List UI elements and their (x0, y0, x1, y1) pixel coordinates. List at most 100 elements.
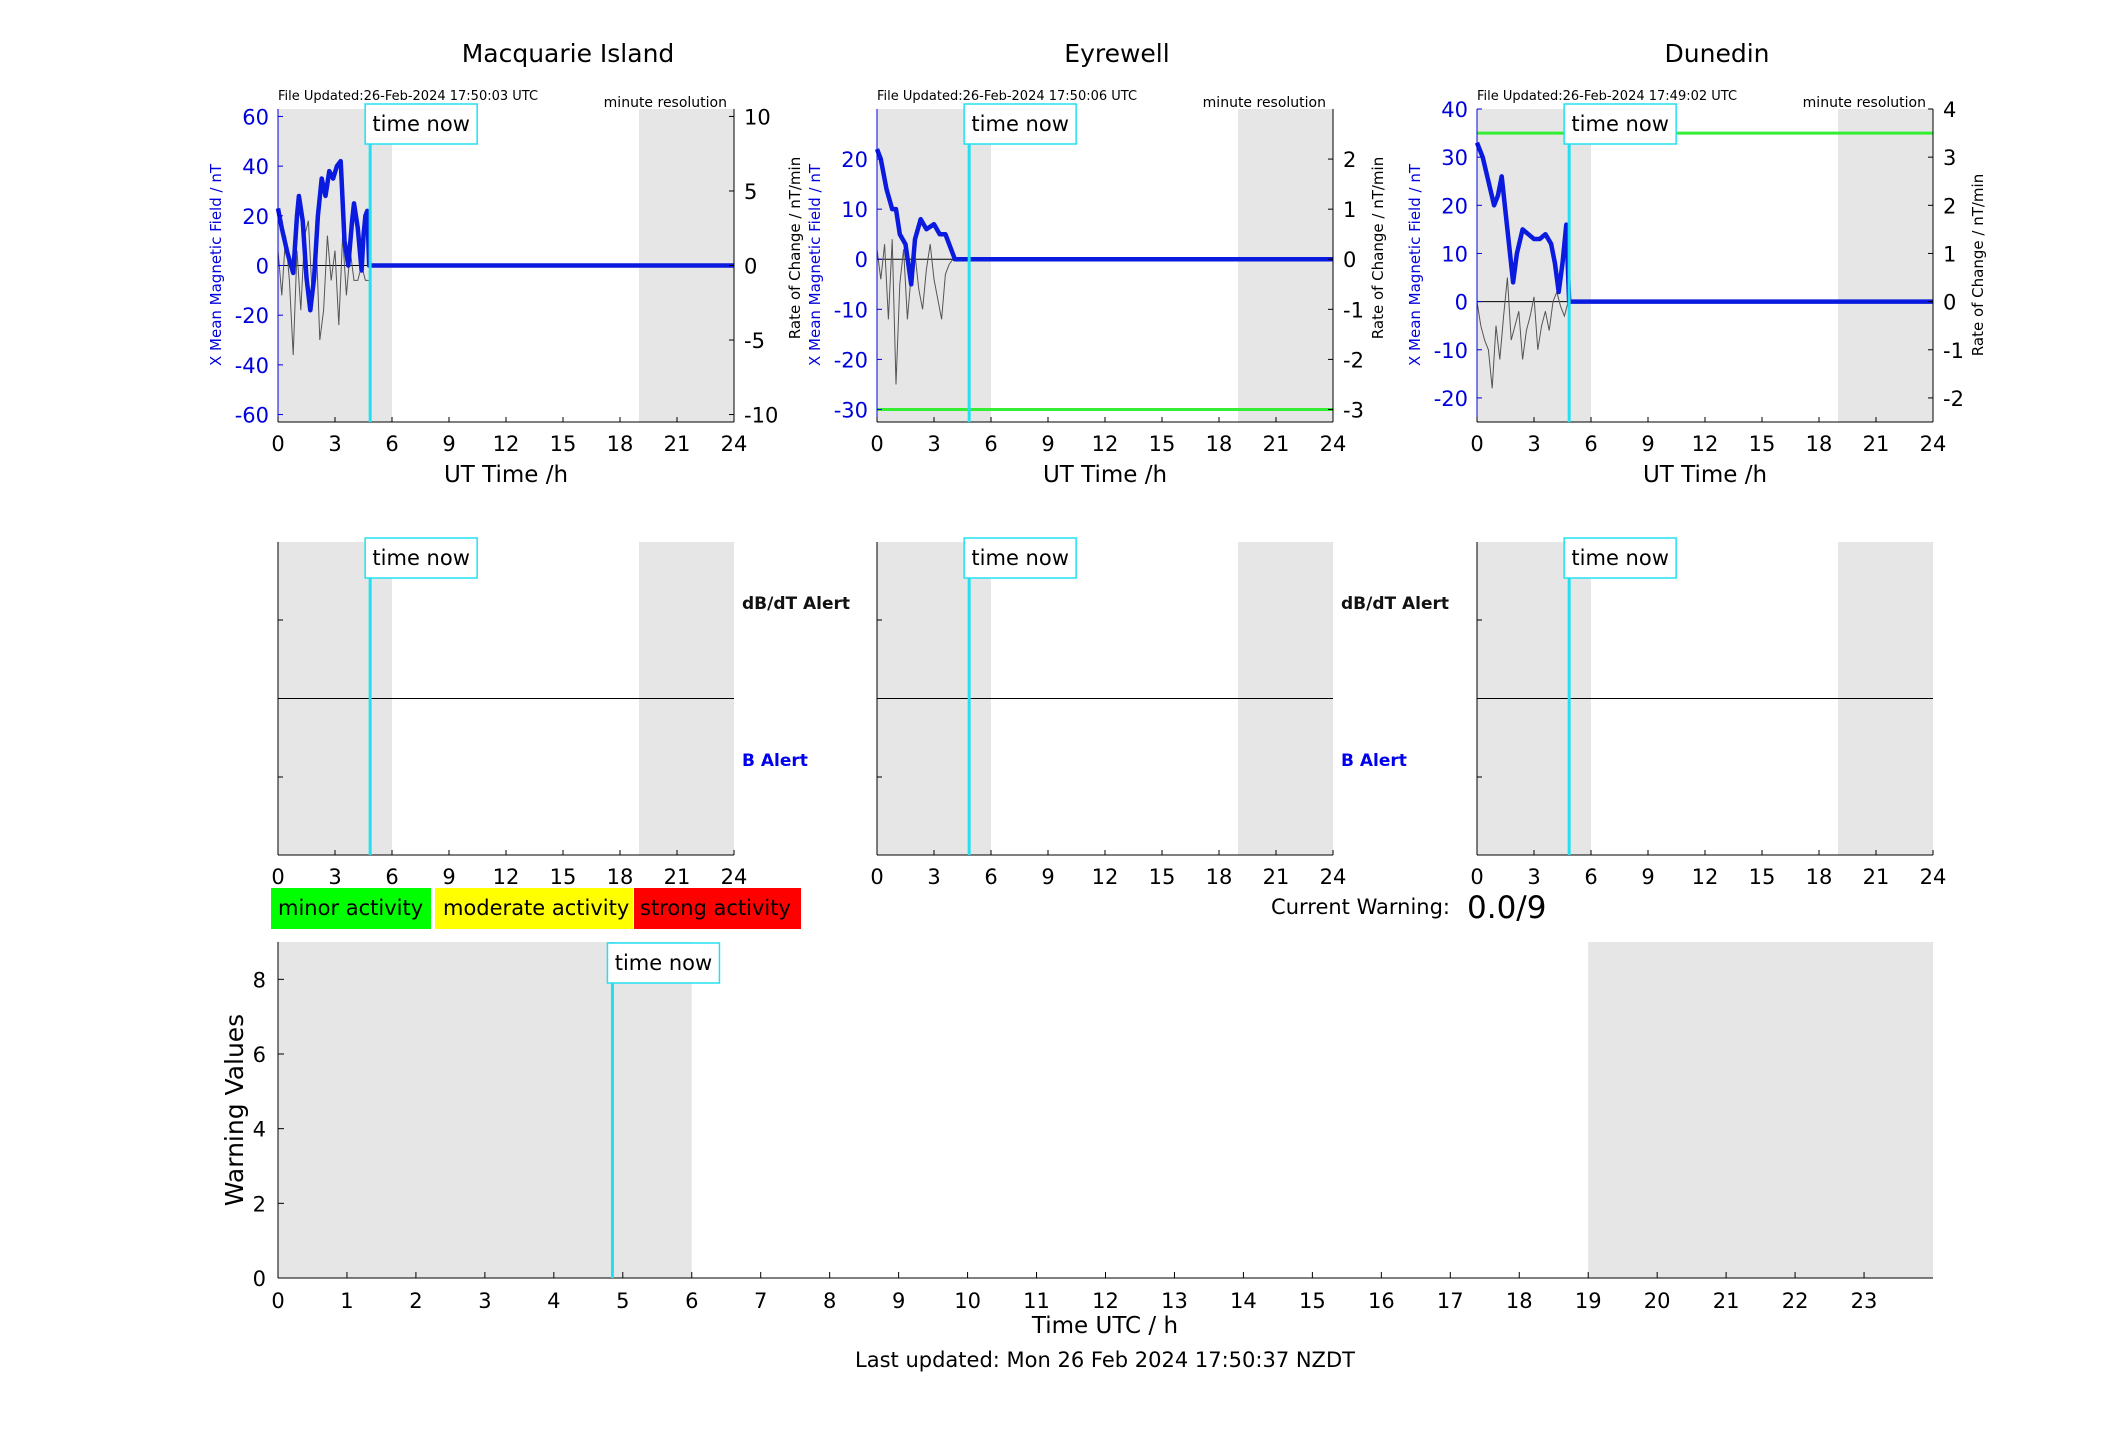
x-axis-label-macquarie: UT Time /h (444, 462, 568, 488)
x-tick-label-mid-eyrewell: 6 (984, 865, 997, 889)
x-tick-label-top-eyrewell: 9 (1041, 432, 1054, 456)
x-tick-label-mid-eyrewell: 0 (870, 865, 883, 889)
x-tick-label-top-eyrewell: 3 (927, 432, 940, 456)
warning-x-tick-label: 12 (1092, 1289, 1119, 1313)
night-shade-top-dunedin-0 (1477, 109, 1591, 422)
y-axis-label-left-macquarie: X Mean Magnetic Field / nT (207, 163, 225, 366)
left-tick-label-dunedin: -20 (1434, 387, 1468, 411)
x-tick-label-mid-eyrewell: 15 (1149, 865, 1176, 889)
warning-y-tick-label: 8 (253, 968, 266, 992)
magnetic-field-line-dunedin (1474, 141, 1933, 304)
x-tick-label-mid-dunedin: 0 (1470, 865, 1483, 889)
left-tick-label-dunedin: 10 (1441, 242, 1468, 266)
right-tick-label-eyrewell: 0 (1343, 248, 1356, 272)
left-tick-label-macquarie: -20 (235, 304, 269, 328)
time-now-mid-dunedin-label: time now (1571, 546, 1668, 570)
night-shade-bottom-0 (278, 942, 692, 1278)
left-tick-label-eyrewell: -30 (834, 398, 868, 422)
left-tick-label-eyrewell: 10 (841, 198, 868, 222)
x-tick-label-top-macquarie: 18 (607, 432, 634, 456)
x-tick-label-mid-eyrewell: 3 (927, 865, 940, 889)
time-now-top-eyrewell-box (963, 103, 1077, 145)
current-warning-label: Current Warning: (1271, 895, 1450, 919)
x-tick-label-mid-macquarie: 12 (493, 865, 520, 889)
x-tick-label-mid-dunedin: 12 (1692, 865, 1719, 889)
x-tick-label-mid-macquarie: 21 (664, 865, 691, 889)
left-tick-label-macquarie: 40 (242, 155, 269, 179)
time-now-top-eyrewell-label: time now (971, 112, 1068, 136)
x-tick-label-mid-eyrewell: 24 (1320, 865, 1347, 889)
x-tick-label-mid-dunedin: 9 (1641, 865, 1654, 889)
left-tick-label-macquarie: 20 (242, 205, 269, 229)
warning-y-tick-label: 2 (253, 1192, 266, 1216)
x-tick-label-mid-macquarie: 15 (550, 865, 577, 889)
night-shade-bottom-1 (1588, 942, 1933, 1278)
time-now-mid-macquarie-box (364, 537, 478, 579)
time-now-mid-eyrewell-box (963, 537, 1077, 579)
left-tick-label-macquarie: -60 (235, 404, 269, 428)
x-tick-label-top-macquarie: 3 (328, 432, 341, 456)
left-tick-label-dunedin: 40 (1441, 98, 1468, 122)
x-tick-label-top-dunedin: 0 (1470, 432, 1483, 456)
warning-x-tick-label: 17 (1437, 1289, 1464, 1313)
x-tick-label-mid-macquarie: 18 (607, 865, 634, 889)
time-now-bottom-label: time now (615, 951, 712, 975)
bottom-y-axis-label: Warning Values (220, 1014, 249, 1206)
x-tick-label-mid-macquarie: 9 (442, 865, 455, 889)
left-tick-label-eyrewell: -10 (834, 298, 868, 322)
right-tick-label-dunedin: -2 (1943, 387, 1964, 411)
file-updated-dunedin: File Updated:26-Feb-2024 17:49:02 UTC (1477, 89, 1737, 104)
panel-title-macquarie: Macquarie Island (462, 39, 675, 68)
warning-x-tick-label: 7 (754, 1289, 767, 1313)
x-tick-label-top-macquarie: 24 (721, 432, 748, 456)
x-tick-label-top-eyrewell: 15 (1149, 432, 1176, 456)
warning-x-tick-label: 18 (1506, 1289, 1533, 1313)
y-axis-label-left-eyrewell: X Mean Magnetic Field / nT (806, 163, 824, 366)
y-axis-label-right-dunedin: Rate of Change / nT/min (1969, 174, 1987, 356)
x-tick-label-mid-dunedin: 18 (1806, 865, 1833, 889)
magnetic-field-line-macquarie (275, 158, 734, 313)
left-tick-label-macquarie: -40 (235, 354, 269, 378)
x-tick-label-top-macquarie: 12 (493, 432, 520, 456)
right-tick-label-eyrewell: 1 (1343, 198, 1356, 222)
x-tick-label-top-dunedin: 12 (1692, 432, 1719, 456)
warning-x-tick-label: 11 (1023, 1289, 1050, 1313)
right-tick-label-eyrewell: -1 (1343, 298, 1364, 322)
night-shade-top-eyrewell-0 (877, 109, 991, 422)
legend-moderate-label: moderate activity (443, 896, 629, 920)
warning-y-tick-label: 4 (253, 1118, 266, 1142)
right-tick-label-eyrewell: -2 (1343, 348, 1364, 372)
warning-x-tick-label: 14 (1230, 1289, 1257, 1313)
time-now-top-macquarie-label: time now (372, 112, 469, 136)
left-tick-label-dunedin: -10 (1434, 339, 1468, 363)
warning-y-tick-label: 6 (253, 1043, 266, 1067)
x-tick-label-top-dunedin: 9 (1641, 432, 1654, 456)
right-tick-label-macquarie: 0 (744, 255, 757, 279)
left-tick-label-dunedin: 0 (1455, 291, 1468, 315)
x-tick-label-mid-macquarie: 0 (271, 865, 284, 889)
warning-x-tick-label: 10 (954, 1289, 981, 1313)
right-tick-label-dunedin: 3 (1943, 146, 1956, 170)
x-tick-label-top-eyrewell: 24 (1320, 432, 1347, 456)
x-tick-label-mid-macquarie: 3 (328, 865, 341, 889)
warning-x-tick-label: 4 (547, 1289, 560, 1313)
x-tick-label-mid-dunedin: 24 (1920, 865, 1947, 889)
legend-moderate-swatch (435, 888, 633, 929)
magnetic-field-line-eyrewell (874, 148, 1333, 287)
warning-y-tick-label: 0 (253, 1267, 266, 1291)
warning-x-tick-label: 20 (1644, 1289, 1671, 1313)
x-tick-label-mid-macquarie: 6 (385, 865, 398, 889)
right-tick-label-macquarie: 10 (744, 105, 771, 129)
legend-minor-label: minor activity (278, 896, 423, 920)
warning-x-tick-label: 23 (1851, 1289, 1878, 1313)
x-tick-label-top-dunedin: 21 (1863, 432, 1890, 456)
x-tick-label-mid-eyrewell: 18 (1206, 865, 1233, 889)
file-updated-eyrewell: File Updated:26-Feb-2024 17:50:06 UTC (877, 89, 1137, 104)
rate-of-change-line-dunedin (1476, 277, 1569, 389)
x-tick-label-top-dunedin: 18 (1806, 432, 1833, 456)
rate-of-change-line-macquarie (277, 220, 370, 355)
right-tick-label-dunedin: -1 (1943, 339, 1964, 363)
resolution-label-macquarie: minute resolution (604, 95, 727, 111)
warning-x-tick-label: 2 (409, 1289, 422, 1313)
